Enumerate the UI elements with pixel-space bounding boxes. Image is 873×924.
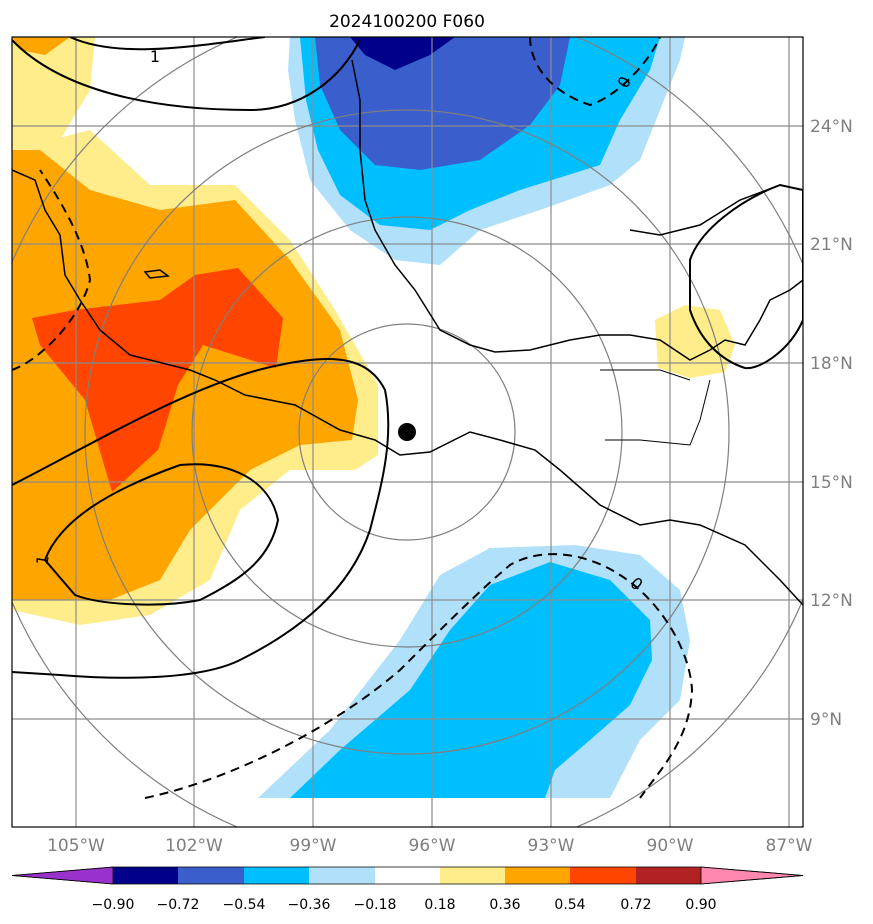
colorbar-cell-2 [244,867,309,884]
range-ring-3 [84,109,730,755]
shade-pos018-east [655,305,735,378]
negative-anomaly-north [288,37,685,265]
lon-label-6: 87°W [766,836,813,856]
chart-title: 2024100200 F060 [329,12,485,32]
contour-dashed-south [144,553,694,799]
colorbar-tick-3: −0.36 [288,897,331,913]
contour-solid-east-loop [689,183,803,370]
lat-label-5: 24°N [810,117,853,137]
colorbar-cell-4 [375,867,440,884]
colorbar-outline [11,866,804,885]
border-1 [600,369,691,381]
latitude-labels: 9°N 12°N 15°N 18°N 21°N 24°N [810,117,853,730]
borders [600,369,711,446]
colorbar-tick-8: 0.72 [620,897,651,913]
shade-pos018-northwest [12,37,95,150]
colorbar-cells [11,866,804,885]
colorbar-tick-0: −0.90 [92,897,135,913]
colorbar-tick-6: 0.36 [489,897,520,913]
island-small [143,269,170,279]
range-ring-2 [191,216,623,648]
lat-label-2: 15°N [810,473,853,493]
colorbar-extend-max [700,866,804,885]
colorbar-cell-5 [440,867,505,884]
colorbar-cell-6 [505,867,570,884]
lat-label-4: 21°N [810,235,853,255]
lat-label-1: 12°N [810,591,853,611]
colorbar-tick-1: −0.72 [157,897,200,913]
colorbar-tick-labels: −0.90 −0.72 −0.54 −0.36 −0.18 0.18 0.36 0.54 0.7… [92,897,717,913]
longitude-labels: 105°W 102°W 99°W 96°W 93°W 90°W 87°W [47,836,813,856]
lat-label-0: 9°N [810,710,842,730]
storm-center-marker [398,423,416,441]
colorbar-cell-1 [178,867,244,884]
border-2 [605,379,711,446]
graticule [12,37,803,827]
colorbar: −0.90 −0.72 −0.54 −0.36 −0.18 0.18 0.36 0.54 0.7… [11,866,804,913]
colorbar-cell-7 [570,867,636,884]
positive-anomaly-west [12,130,378,625]
contour-dashed-northwest [12,169,92,371]
coastline-gulf [351,59,803,361]
lon-label-4: 93°W [528,836,575,856]
contour-label-1-north: 1 [150,47,160,66]
lon-label-1: 102°W [165,836,223,856]
contour-solid-upper [69,37,266,51]
colorbar-tick-9: 0.90 [685,897,716,913]
shade-neg036-south [290,562,652,798]
lon-label-5: 90°W [647,836,694,856]
contour-solid-north [12,39,361,112]
colorbar-extend-min [11,866,114,885]
colorbar-tick-7: 0.54 [554,897,585,913]
colorbar-cell-8 [636,867,701,884]
contour-solid-west [12,358,390,679]
colorbar-tick-5: 0.18 [424,897,455,913]
colorbar-cell-0 [113,867,178,884]
range-ring-1 [298,323,516,541]
shade-pos036-west [12,150,358,600]
shade-neg072-north [350,37,455,70]
lat-label-3: 18°N [810,354,853,374]
contour-solid-inner-loop [43,463,280,606]
negative-anomaly-south [258,545,690,798]
contour-label-1-west: 1 [32,553,52,566]
shade-neg054-north [315,37,570,170]
positive-anomaly-northwest [12,37,95,150]
range-rings [12,37,803,827]
shade-pos054-west [32,268,283,492]
map-area: 1 0 0 1 [12,37,803,827]
lon-label-2: 99°W [290,836,337,856]
grid-lines [12,37,803,827]
colorbar-cell-3 [309,867,375,884]
colorbar-tick-2: −0.54 [223,897,266,913]
lon-label-3: 96°W [409,836,456,856]
contour-dashed-north [529,37,661,107]
lon-label-0: 105°W [47,836,105,856]
map-frame [11,36,804,828]
positive-anomaly-east [655,305,735,378]
contours [12,37,803,799]
colorbar-tick-4: −0.18 [354,897,397,913]
shade-pos036-northwest [12,37,70,55]
